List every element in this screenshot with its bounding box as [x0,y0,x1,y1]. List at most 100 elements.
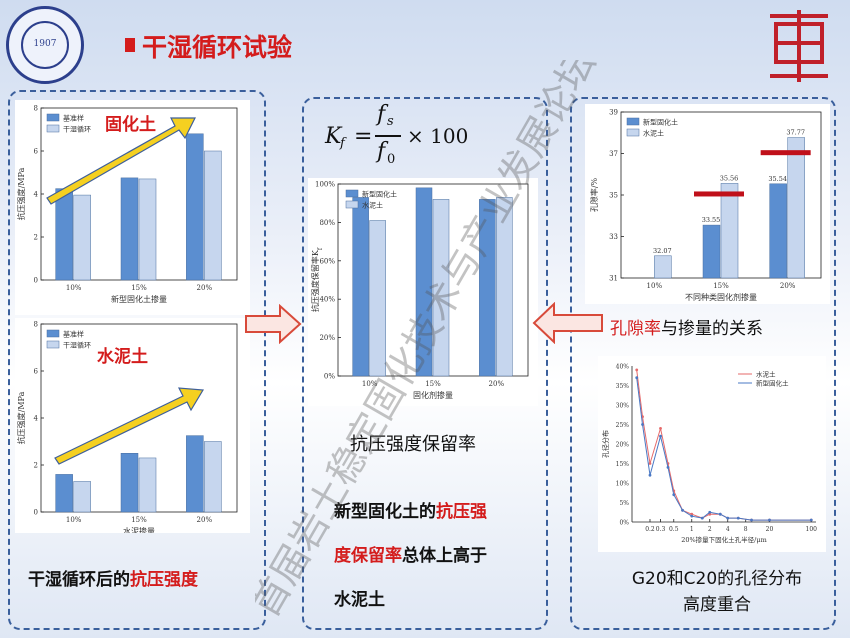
bar-series1 [55,188,73,281]
right-arrow-icon [245,304,302,344]
y-tick-label: 20% [616,442,630,449]
highlight-marker [760,150,811,156]
x-axis-label: 水泥掺量 [123,526,155,533]
formula-lhs-sub: f [340,136,345,151]
data-point [659,434,662,438]
x-tick-label: 15% [713,282,729,290]
conclusion-l2-a: 度保留率 [334,546,402,566]
data-label: 37.77 [786,129,805,137]
data-label: 35.56 [720,174,739,182]
y-tick-label: 4 [34,191,39,199]
series-line [636,377,812,521]
x-tick-label: 10% [66,284,82,292]
y-tick-label: 8 [34,321,38,329]
x-tick-label: 2 [708,526,712,533]
x-tick-label: 10% [362,380,378,388]
bar-series2 [204,441,222,513]
formula-denominator-sub: 0 [387,152,396,167]
legend-label: 新型固化土 [362,190,397,199]
highlight-marker [694,191,744,197]
bar-series1 [120,177,139,281]
pore-distribution-chart: 0% 5% 10% 15% 20% 25% 30% 35% 40% 0.2 0.3 0.5 1 2 4 8 20… [601,364,817,545]
legend-label: 水泥土 [643,129,664,138]
x-tick-label: 20 [766,526,774,533]
brand-icon [770,10,828,82]
x-tick-label: 15% [425,380,441,388]
data-point [659,427,662,430]
y-tick-label: 25% [616,422,630,429]
x-tick-label: 0.3 [656,526,666,533]
data-point [648,462,652,465]
y-tick-label: 6 [34,148,39,156]
y-axis-label: 抗压强度/MPa [16,167,26,220]
legend-label: 基准样 [63,114,84,123]
bar-series1 [479,199,496,377]
y-tick-label: 2 [34,234,38,242]
bar-series1 [352,197,369,377]
y-tick-label: 33 [609,233,618,241]
y-tick-label: 8 [34,105,38,113]
legend-label: 基准样 [63,330,84,339]
formula-numerator: f [377,102,386,127]
bar-series2 [720,183,739,279]
legend-label: 新型固化土 [756,379,789,388]
conclusion-l1-b: 抗压强 [436,502,487,522]
porosity-chart: 31 33 35 37 39 10% 15% 20% 不同种类固化剂掺量 孔隙率/% 新型固化土水泥… [589,109,822,302]
y-tick-label: 10% [616,481,630,488]
legend-label: 干湿循环 [63,125,91,134]
y-tick-label: 0 [34,277,38,285]
x-tick-label: 20% [489,380,505,388]
legend-label: 干湿循环 [63,341,91,350]
left-caption-prefix: 干湿循环后的 [28,570,130,590]
y-tick-label: 37 [609,150,618,158]
logo-inner-ring [21,21,69,69]
bar-series1 [120,453,139,513]
left-caption: 干湿循环后的抗压强度 [28,565,198,590]
legend-swatch [46,329,60,338]
data-point [718,512,722,516]
legend-label: 水泥土 [756,370,776,379]
data-point [726,516,730,520]
y-tick-label: 2 [34,462,38,470]
x-axis-label: 不同种类固化剂掺量 [685,292,757,302]
data-point [672,493,676,497]
retention-formula: K f = f s f 0 × 100 [325,102,469,167]
data-label: 33.55 [702,216,721,224]
legend-swatch [345,189,359,198]
porosity-caption-highlight: 孔隙率 [610,319,661,339]
data-point [708,512,712,516]
conclusion-l3: 水泥土 [334,590,385,610]
legend-swatch [46,340,60,349]
bar-series2 [73,481,91,513]
x-tick-label: 20% [197,516,213,524]
left-caption-highlight: 抗压强度 [130,570,198,590]
pore-caption: G20和C20的孔径分布 高度重合 [612,566,822,618]
y-tick-label: 20% [319,334,335,342]
y-axis-label: 孔径分布 [601,430,610,458]
x-tick-label: 0.5 [669,526,679,533]
legend-swatch [46,124,60,133]
conclusion-l1-a: 新型固化土的 [334,502,436,522]
x-tick-label: 10% [66,516,82,524]
data-point [768,518,771,522]
bar-series1 [55,474,73,513]
y-axis-label: 孔隙率/% [589,177,599,212]
bar-series1 [186,435,204,513]
middle-conclusion: 新型固化土的抗压强 度保留率总体上高于 水泥土 [334,490,544,622]
x-tick-label: 15% [131,516,147,524]
data-label: 32.07 [653,247,672,255]
logo-year: 1907 [33,39,57,49]
bar-series1 [702,224,721,279]
porosity-caption-rest: 与掺量的关系 [661,319,763,339]
bar-series1 [415,187,433,377]
y-tick-label: 40% [616,364,630,371]
bar-series2 [432,199,450,377]
x-tick-label: 15% [131,284,147,292]
bar-series2 [654,255,672,279]
x-tick-label: 8 [744,526,748,533]
conclusion-l2-b: 总体上高于 [402,546,487,566]
bar-series2 [138,178,157,281]
pore-caption-l1: G20和C20的孔径分布 [631,569,803,589]
